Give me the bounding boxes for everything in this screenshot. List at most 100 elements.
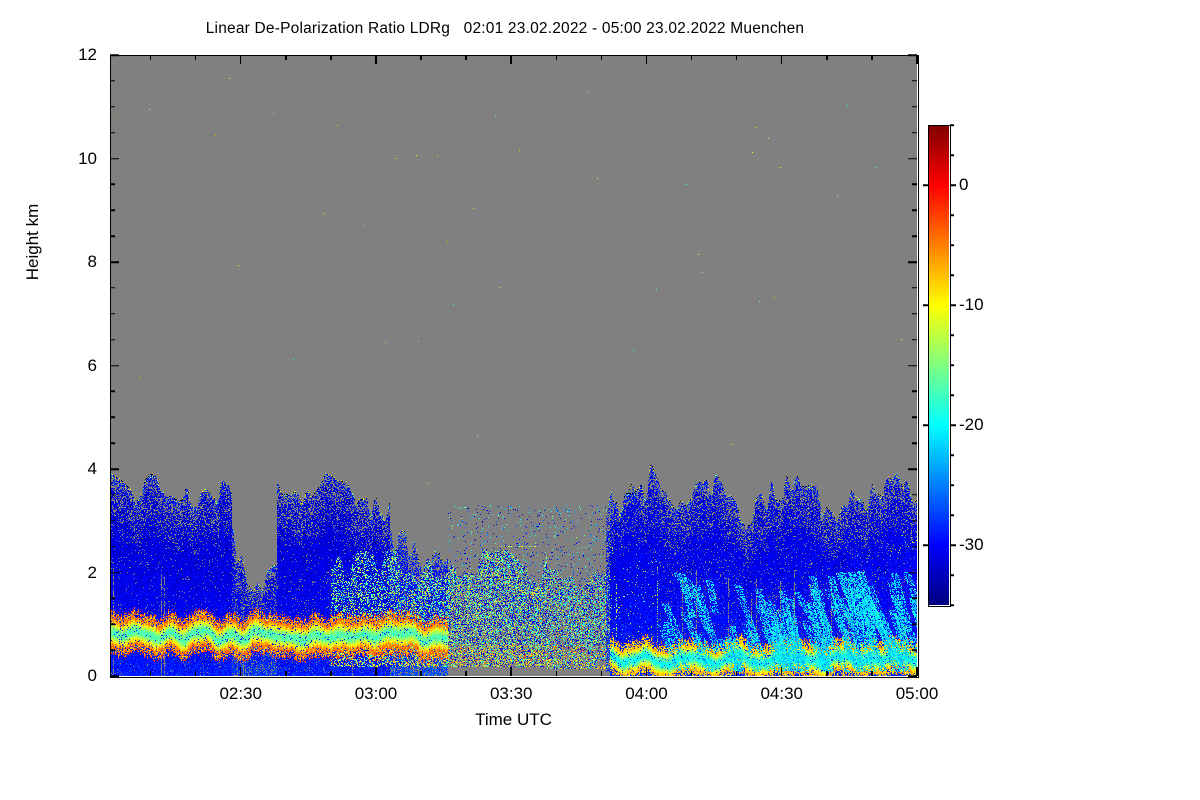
y-tick-minor — [912, 442, 917, 444]
y-tick-minor — [912, 520, 917, 522]
x-tick-minor — [600, 671, 603, 676]
colorbar-tick — [950, 304, 956, 306]
y-tick-minor — [912, 597, 917, 600]
x-tick-minor — [690, 671, 693, 676]
colorbar-tick — [950, 544, 956, 546]
x-tick-mark-top — [916, 55, 918, 64]
y-tick-minor — [912, 338, 917, 341]
x-tick-mark-top — [780, 55, 783, 64]
colorbar-tick-minor — [950, 484, 954, 486]
x-tick-minor — [826, 671, 828, 676]
x-tick-mark-top — [239, 55, 242, 64]
y-tick-minor — [110, 106, 115, 108]
x-tick-mark — [375, 667, 377, 676]
x-tick-minor-top — [555, 55, 558, 60]
colorbar-tick-label: -30 — [959, 535, 984, 554]
x-tick-label: 04:30 — [760, 684, 804, 703]
y-tick-label: 2 — [87, 562, 97, 582]
colorbar-tick-minor — [950, 364, 954, 366]
y-tick-minor — [110, 287, 115, 289]
y-tick-label: 6 — [87, 355, 97, 375]
y-tick-minor — [912, 390, 917, 393]
y-tick-minor — [912, 80, 917, 82]
x-tick-minor — [330, 671, 332, 676]
x-tick-minor-top — [194, 55, 197, 60]
x-tick-minor — [735, 671, 738, 676]
y-tick-label: 4 — [87, 459, 97, 478]
y-tick-minor — [110, 623, 115, 625]
colorbar-tick-left — [923, 304, 929, 306]
x-tick-minor — [420, 671, 422, 676]
y-tick-minor — [110, 338, 115, 341]
y-tick-minor — [110, 183, 115, 186]
y-tick-minor — [912, 623, 917, 625]
y-tick-minor — [110, 597, 115, 600]
x-tick-mark — [916, 667, 918, 676]
y-tick-minor — [110, 520, 115, 522]
colorbar-tick-minor — [950, 454, 954, 456]
y-tick-mark — [110, 675, 119, 677]
colorbar-tick-minor — [950, 214, 954, 216]
y-tick-mark — [110, 54, 119, 56]
y-tick-minor — [110, 442, 115, 444]
x-tick-minor-top — [871, 55, 873, 60]
y-tick-mark — [110, 261, 119, 263]
x-tick-minor-top — [690, 55, 693, 60]
y-tick-mark — [110, 468, 119, 470]
colorbar-tick-left — [923, 544, 929, 546]
y-tick-minor — [110, 235, 115, 237]
y-tick-label: 12 — [78, 45, 97, 64]
x-tick-minor-top — [826, 55, 828, 60]
x-tick-mark-top — [375, 55, 377, 64]
x-tick-minor-top — [735, 55, 738, 60]
y-tick-mark — [908, 261, 917, 263]
y-tick-minor — [912, 183, 917, 186]
colorbar-tick-label: -20 — [959, 415, 984, 434]
y-tick-mark — [908, 571, 917, 574]
x-tick-mark — [239, 667, 242, 676]
colorbar-tick-label: 0 — [959, 175, 969, 194]
y-tick-minor — [912, 545, 917, 548]
y-tick-minor — [912, 416, 917, 418]
y-tick-minor — [912, 209, 917, 211]
x-tick-label: 04:00 — [625, 684, 668, 703]
colorbar-tick — [950, 184, 956, 186]
x-tick-minor-top — [330, 55, 332, 60]
y-axis-title: Height km — [23, 203, 42, 281]
x-tick-mark-top — [645, 55, 648, 64]
colorbar-tick — [950, 424, 956, 426]
colorbar-tick-minor — [950, 604, 954, 606]
y-tick-minor — [912, 235, 917, 237]
colorbar-gradient — [928, 125, 949, 605]
x-tick-minor — [555, 671, 558, 676]
radar-heatmap-canvas — [110, 55, 917, 676]
y-tick-minor — [110, 131, 115, 134]
y-tick-minor — [912, 313, 917, 315]
x-tick-minor-top — [420, 55, 422, 60]
y-tick-mark — [110, 571, 119, 574]
x-tick-minor — [285, 671, 287, 676]
colorbar-tick-minor — [950, 334, 954, 336]
x-tick-minor-top — [465, 55, 467, 60]
x-tick-minor-top — [600, 55, 603, 60]
colorbar-tick-minor — [950, 124, 954, 126]
colorbar-tick-minor — [950, 394, 954, 396]
y-tick-mark — [908, 364, 917, 367]
colorbar-tick-minor — [950, 574, 954, 576]
x-tick-mark — [510, 667, 512, 676]
y-tick-mark — [908, 675, 917, 677]
x-tick-label: 05:00 — [895, 684, 939, 703]
x-tick-minor-top — [149, 55, 152, 60]
x-tick-minor — [871, 671, 873, 676]
x-tick-minor-top — [285, 55, 287, 60]
colorbar-tick-left — [923, 184, 929, 186]
y-tick-minor — [110, 416, 115, 418]
y-tick-minor — [110, 80, 115, 82]
y-tick-minor — [110, 313, 115, 315]
x-tick-minor — [149, 671, 152, 676]
y-tick-minor — [110, 494, 115, 496]
y-tick-minor — [912, 106, 917, 108]
x-tick-minor — [194, 671, 197, 676]
y-tick-mark — [908, 468, 917, 470]
